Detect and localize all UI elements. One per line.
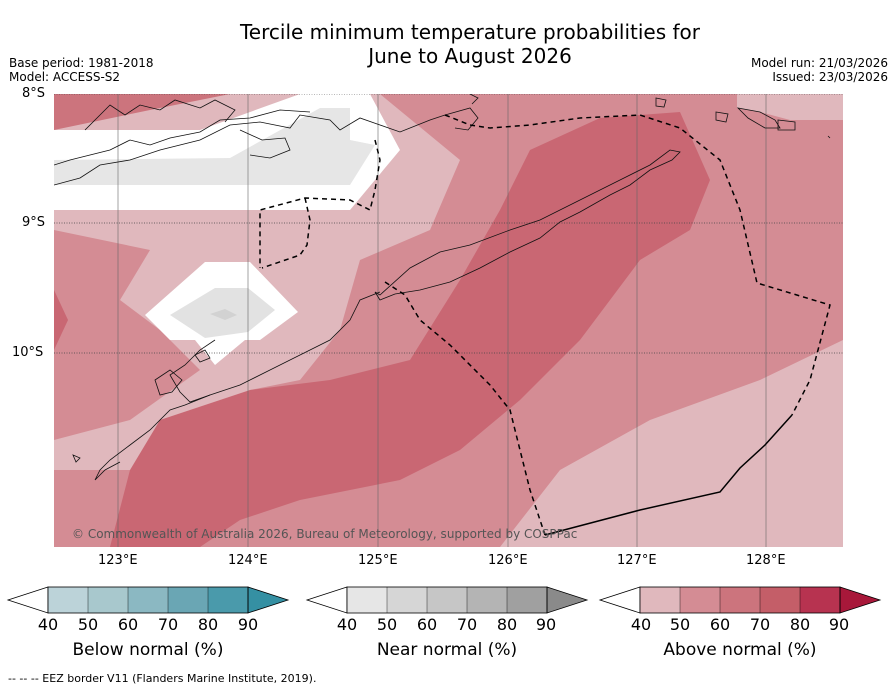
colorbar-above-extend-low bbox=[598, 586, 641, 614]
coastlines bbox=[54, 94, 831, 481]
tick-above-50: 50 bbox=[669, 615, 691, 634]
field-above-60-edge bbox=[54, 290, 68, 350]
colorbar-below-label: Below normal (%) bbox=[72, 640, 224, 660]
lon-label-125e: 125°E bbox=[358, 553, 398, 568]
colorbar-below-extend-low bbox=[6, 586, 49, 614]
tick-near-70: 70 bbox=[456, 615, 478, 634]
colorbar-above-extend-high bbox=[839, 586, 882, 614]
lon-label-124e: 124°E bbox=[228, 553, 268, 568]
tick-above-90: 90 bbox=[828, 615, 850, 634]
lat-label-8s: 8°S bbox=[22, 86, 46, 101]
tick-below-40: 40 bbox=[37, 615, 59, 634]
tick-near-90: 90 bbox=[535, 615, 557, 634]
copyright-credit: © Commonwealth of Australia 2026, Bureau… bbox=[72, 527, 578, 541]
colorbar-above-label: Above normal (%) bbox=[663, 640, 817, 660]
field-above-40-se bbox=[500, 340, 843, 547]
tick-above-60: 60 bbox=[709, 615, 731, 634]
colorbar-above bbox=[598, 586, 882, 614]
lon-label-128e: 128°E bbox=[746, 553, 786, 568]
colorbar-below-segment-4 bbox=[208, 587, 248, 613]
meta-left: Base period: 1981-2018 Model: ACCESS-S2 bbox=[9, 56, 154, 84]
meta-right: Model run: 21/03/2026 Issued: 23/03/2026 bbox=[751, 56, 888, 84]
colorbar-above-segment-0 bbox=[640, 587, 680, 613]
colorbar-near-outline bbox=[346, 586, 548, 614]
issued-date: Issued: 23/03/2026 bbox=[772, 70, 888, 84]
lon-label-127e: 127°E bbox=[617, 553, 657, 568]
tick-below-80: 80 bbox=[197, 615, 219, 634]
colorbar-above-segment-2 bbox=[720, 587, 760, 613]
colorbar-above-segment-1 bbox=[680, 587, 720, 613]
colorbar-near-segment-1 bbox=[387, 587, 427, 613]
lat-gridlines bbox=[54, 94, 843, 354]
colorbar-below-outline bbox=[47, 586, 249, 614]
field-above-top-left bbox=[54, 94, 230, 130]
colorbar-near bbox=[305, 586, 589, 614]
chart-title: Tercile minimum temperature probabilitie… bbox=[170, 20, 770, 68]
tick-above-80: 80 bbox=[789, 615, 811, 634]
colorbar-near-segment-4 bbox=[507, 587, 547, 613]
colorbar-above-outline bbox=[639, 586, 841, 614]
lat-label-10s: 10°S bbox=[12, 345, 44, 360]
tick-below-60: 60 bbox=[117, 615, 139, 634]
tick-above-40: 40 bbox=[630, 615, 652, 634]
colorbar-near-label: Near normal (%) bbox=[376, 640, 518, 660]
tick-below-50: 50 bbox=[77, 615, 99, 634]
lon-label-123e: 123°E bbox=[98, 553, 138, 568]
lat-label-9s: 9°S bbox=[22, 215, 46, 230]
tick-near-80: 80 bbox=[496, 615, 518, 634]
eez-legend-footer: -- -- -- EEZ border V11 (Flanders Marine… bbox=[8, 672, 317, 685]
colorbar-near-segment-0 bbox=[347, 587, 387, 613]
colorbar-near-segment-3 bbox=[467, 587, 507, 613]
colorbar-near-segment-2 bbox=[427, 587, 467, 613]
tick-near-60: 60 bbox=[416, 615, 438, 634]
field-above-40-ne bbox=[737, 94, 843, 120]
lon-label-126e: 126°E bbox=[488, 553, 528, 568]
colorbar-above-segment-3 bbox=[760, 587, 800, 613]
colorbar-below-segment-2 bbox=[128, 587, 168, 613]
eez-solid-border bbox=[544, 414, 793, 536]
tick-above-70: 70 bbox=[749, 615, 771, 634]
colorbar-above-segment-4 bbox=[800, 587, 840, 613]
colorbar-near-extend-low bbox=[305, 586, 348, 614]
field-above-50-west bbox=[54, 230, 200, 440]
title-line-1: Tercile minimum temperature probabilitie… bbox=[239, 20, 701, 44]
colorbar-below-extend-high bbox=[247, 586, 290, 614]
title-line-2: June to August 2026 bbox=[368, 44, 572, 68]
base-period: Base period: 1981-2018 bbox=[9, 56, 154, 70]
field-near-40-top bbox=[54, 108, 375, 185]
colorbar-below bbox=[6, 586, 290, 614]
colorbar-near-extend-high bbox=[546, 586, 589, 614]
colorbar-below-segment-1 bbox=[88, 587, 128, 613]
tick-near-40: 40 bbox=[336, 615, 358, 634]
model-run: Model run: 21/03/2026 bbox=[750, 56, 888, 70]
tick-below-90: 90 bbox=[237, 615, 259, 634]
tick-near-50: 50 bbox=[376, 615, 398, 634]
probability-field bbox=[54, 94, 843, 547]
colorbar-below-segment-3 bbox=[168, 587, 208, 613]
field-above-60-band bbox=[110, 112, 710, 547]
colorbar-below-segment-0 bbox=[48, 587, 88, 613]
field-near-50-diamond bbox=[210, 309, 237, 320]
tick-below-70: 70 bbox=[157, 615, 179, 634]
eez-border bbox=[259, 114, 831, 536]
model-name: Model: ACCESS-S2 bbox=[9, 70, 121, 84]
